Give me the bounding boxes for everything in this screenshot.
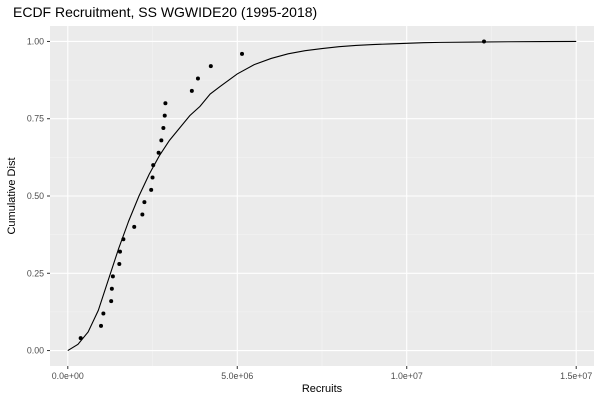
ecdf-point	[101, 311, 106, 316]
ecdf-point	[163, 101, 168, 106]
ecdf-point	[195, 76, 200, 81]
ecdf-point	[117, 249, 122, 254]
ecdf-point	[99, 323, 104, 328]
ecdf-point	[132, 224, 137, 229]
ecdf-point	[142, 200, 147, 205]
y-tick-label: 1.00	[27, 36, 44, 46]
ecdf-point	[117, 262, 122, 266]
y-axis: 0.00 0.25 0.50 0.75 1.00	[27, 36, 50, 356]
x-tick-label: 5.0e+06	[221, 371, 253, 381]
x-tick-label: 1.0e+07	[391, 371, 423, 381]
ecdf-point	[189, 88, 194, 93]
ecdf-point	[109, 299, 114, 304]
ecdf-point	[151, 163, 156, 168]
ecdf-point	[150, 175, 155, 180]
x-axis: 0.0e+00 5.0e+06 1.0e+07 1.5e+07	[52, 366, 592, 381]
chart-title: ECDF Recruitment, SS WGWIDE20 (1995-2018…	[13, 4, 317, 20]
y-tick-label: 0.75	[27, 114, 44, 124]
ecdf-point	[159, 138, 164, 143]
ecdf-point	[149, 187, 154, 192]
y-axis-title: Cumulative Dist	[6, 157, 18, 234]
major-gridlines	[50, 26, 594, 366]
ecdf-point	[110, 274, 115, 279]
y-tick-label: 0.25	[27, 268, 44, 278]
ecdf-point	[156, 150, 161, 155]
ecdf-point	[162, 113, 167, 118]
ecdf-point	[240, 51, 245, 56]
x-tick-label: 1.5e+07	[560, 371, 592, 381]
ecdf-point	[109, 286, 114, 291]
ecdf-point	[208, 64, 213, 69]
points-layer	[78, 39, 487, 341]
ecdf-point	[121, 237, 126, 242]
ecdf-point	[140, 212, 145, 217]
ecdf-point	[482, 39, 487, 44]
y-tick-label: 0.00	[27, 346, 44, 356]
y-tick-label: 0.50	[27, 191, 44, 201]
x-tick-label: 0.0e+00	[52, 371, 84, 381]
ecdf-point	[161, 126, 166, 130]
ecdf-point	[78, 336, 83, 341]
x-axis-title: Recruits	[302, 383, 343, 395]
